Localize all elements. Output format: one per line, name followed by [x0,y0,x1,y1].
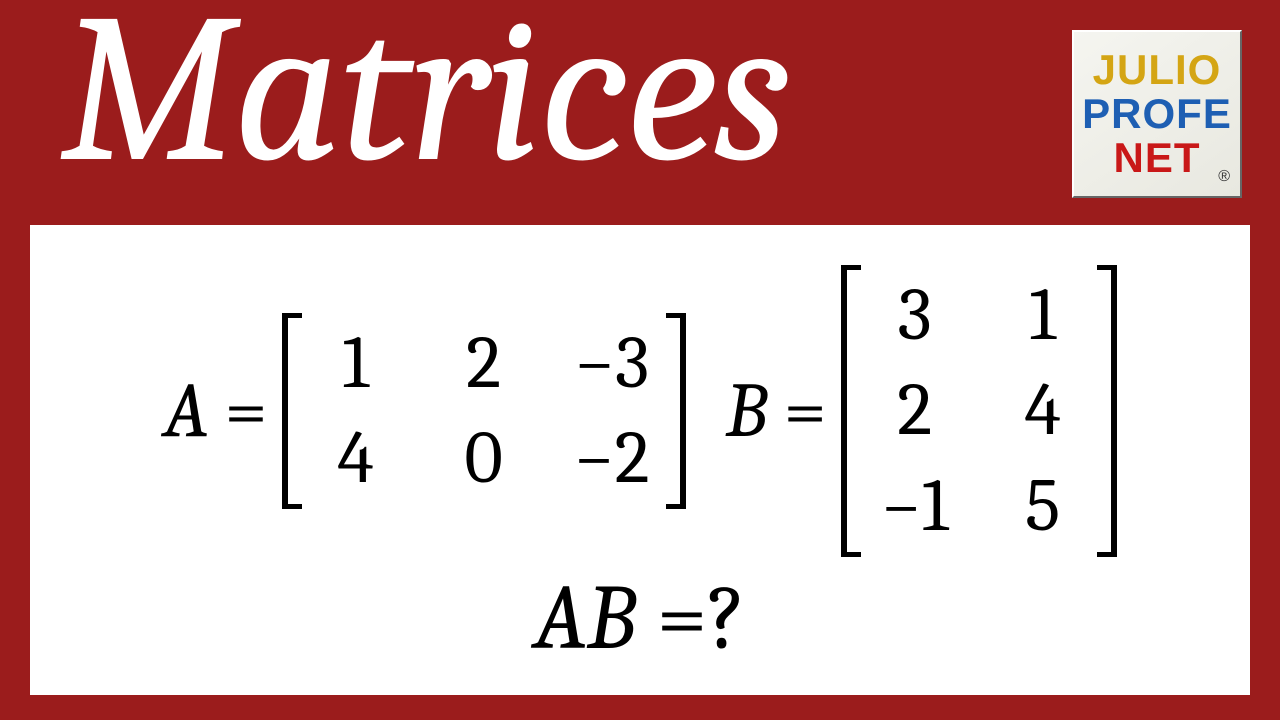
matrix-b-label: B [726,366,768,456]
matrix-a-equation: A = 12 −3 40 −2 [163,313,685,510]
equals-sign: = [783,366,826,456]
matrix-cell: −2 [572,418,652,499]
matrix-a: 12 −3 40 −2 [282,313,686,510]
matrix-cell: 1 [316,323,396,404]
matrix-cell: 4 [1003,370,1083,451]
matrix-cell: −1 [875,466,955,547]
bracket-left-icon [841,265,861,557]
logo-box: JULIO PROFE NET ® [1072,30,1242,198]
equation-row: A = 12−340−2 B = 3124−15 [30,265,1250,557]
matrix-cell: 2 [444,323,524,404]
matrix-b-equation: B = 3124 −1 5 [726,265,1117,557]
matrix-b-grid: 3124 −1 5 [861,265,1097,557]
registered-mark: ® [1218,168,1230,186]
matrix-cell: 1 [1003,275,1083,356]
matrix-cell: −3 [572,323,652,404]
content-panel: A = 12−340−2 B = 3124−15 AB =? [30,225,1250,695]
matrix-cell: 4 [316,418,396,499]
bracket-right-icon [666,313,686,510]
question-rhs: ? [707,565,746,671]
matrix-b: 3124 −1 5 [841,265,1117,557]
question-lhs: AB [534,565,637,671]
matrix-a-grid: 12 −3 40 −2 [302,313,666,510]
question-line: AB =? [30,565,1250,671]
matrix-cell: 5 [1003,466,1083,547]
logo-line-3: NET [1114,136,1201,180]
page-title: Matrices [60,0,788,212]
bracket-right-icon [1097,265,1117,557]
matrix-a-label: A [163,366,208,456]
matrix-cell: 2 [875,370,955,451]
equals-sign: = [224,366,267,456]
logo-line-2: PROFE [1082,92,1232,136]
logo-line-1: JULIO [1093,48,1222,92]
question-equals: = [636,565,707,671]
bracket-left-icon [282,313,302,510]
matrix-cell: 3 [875,275,955,356]
matrix-cell: 0 [444,418,524,499]
